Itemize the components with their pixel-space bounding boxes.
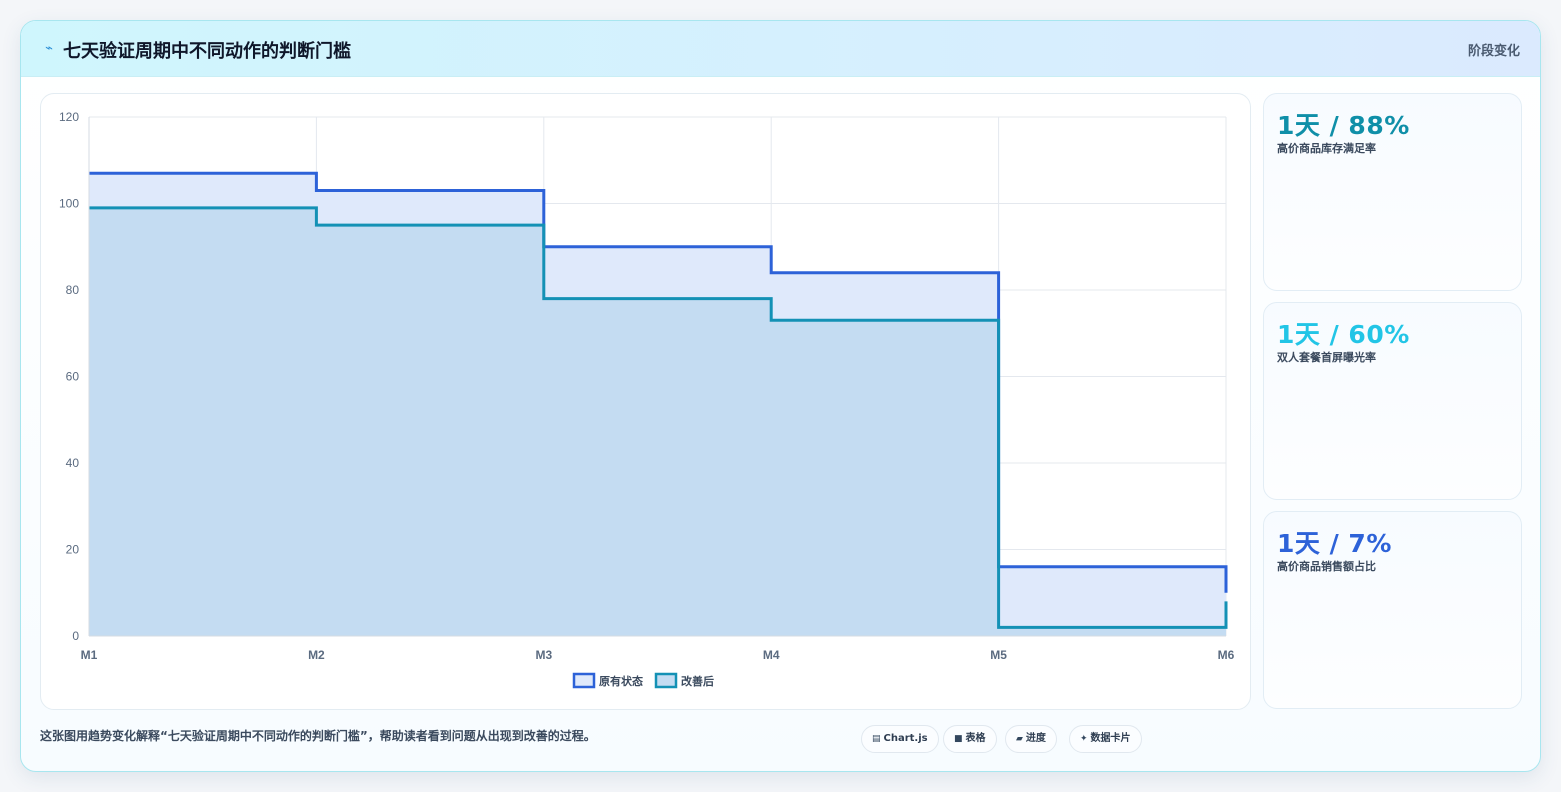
stat-card-value: 1天 / 88% xyxy=(1277,111,1410,140)
x-tick-label: M5 xyxy=(990,648,1007,662)
y-tick-label: 100 xyxy=(59,197,79,211)
chip-label: 表格 xyxy=(965,733,986,744)
table-icon: ■ xyxy=(954,734,963,744)
chip-progress[interactable]: ▰ 进度 xyxy=(1005,725,1057,753)
chart-panel: ⌁ 七天验证周期中不同动作的判断门槛 阶段变化 0 20 40 60 80 100 120 M… xyxy=(20,20,1541,772)
stat-card-value: 1天 / 60% xyxy=(1277,320,1410,349)
legend-label: 改善后 xyxy=(681,674,714,688)
stat-card-2: 1天 / 60% 双人套餐首屏曝光率 xyxy=(1263,302,1522,500)
chip-chartjs[interactable]: ▤ Chart.js xyxy=(861,725,939,753)
stat-cards: 1天 / 88% 高价商品库存满足率 1天 / 60% 双人套餐首屏曝光率 1天… xyxy=(1263,93,1522,710)
y-tick-label: 120 xyxy=(59,110,79,124)
y-tick-label: 0 xyxy=(72,629,79,643)
chip-label: Chart.js xyxy=(883,733,928,744)
x-tick-label: M3 xyxy=(535,648,552,662)
step-area-chart: 0 20 40 60 80 100 120 M1 M2 M3 M4 M5 M6 原有状态 改善后 xyxy=(59,110,1235,689)
legend-swatch xyxy=(572,672,596,689)
stat-card-label: 高价商品库存满足率 xyxy=(1277,142,1376,155)
chip-label: 进度 xyxy=(1025,733,1046,744)
stat-card-label: 双人套餐首屏曝光率 xyxy=(1277,351,1376,364)
sparkle-icon: ✦ xyxy=(1080,734,1088,744)
lightning-icon: ⌁ xyxy=(45,41,53,56)
chip-data-card[interactable]: ✦ 数据卡片 xyxy=(1069,725,1142,753)
y-tick-label: 60 xyxy=(66,370,80,384)
y-tick-label: 20 xyxy=(66,543,80,557)
x-tick-label: M2 xyxy=(308,648,325,662)
legend-label: 原有状态 xyxy=(599,674,643,688)
stat-card-value: 1天 / 7% xyxy=(1277,529,1392,558)
x-tick-label: M1 xyxy=(81,648,98,662)
x-tick-label: M6 xyxy=(1218,648,1235,662)
series-area-2 xyxy=(89,207,1226,636)
page-title: 七天验证周期中不同动作的判断门槛 xyxy=(63,41,351,62)
chart-caption: 这张图用趋势变化解释“七天验证周期中不同动作的判断门槛”，帮助读者看到问题从出现… xyxy=(40,729,596,743)
legend-swatch xyxy=(654,672,678,689)
y-tick-label: 40 xyxy=(66,456,80,470)
stat-card-1: 1天 / 88% 高价商品库存满足率 xyxy=(1263,93,1522,291)
chip-table[interactable]: ■ 表格 xyxy=(943,725,997,753)
series-line-2 xyxy=(89,206,1228,629)
stat-card-label: 高价商品销售额占比 xyxy=(1277,560,1376,573)
x-tick-label: M4 xyxy=(763,648,780,662)
chart-container: 0 20 40 60 80 100 120 M1 M2 M3 M4 M5 M6 原有状态 改善后 xyxy=(40,93,1251,710)
stat-card-3: 1天 / 7% 高价商品销售额占比 xyxy=(1263,511,1522,709)
series-line-1 xyxy=(89,171,1228,593)
chart-icon: ▤ xyxy=(872,734,881,744)
stage-badge[interactable]: 阶段变化 xyxy=(1467,44,1520,59)
panel-header: ⌁ 七天验证周期中不同动作的判断门槛 阶段变化 xyxy=(21,21,1540,77)
progress-icon: ▰ xyxy=(1016,734,1023,744)
y-tick-label: 80 xyxy=(66,283,80,297)
chip-label: 数据卡片 xyxy=(1090,733,1131,744)
